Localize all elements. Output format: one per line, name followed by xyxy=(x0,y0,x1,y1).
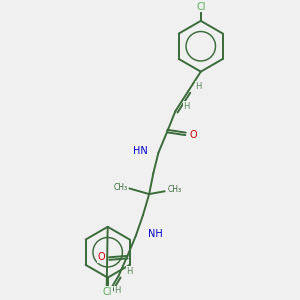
Text: Cl: Cl xyxy=(103,287,112,297)
Text: H: H xyxy=(196,82,202,91)
Text: CH₃: CH₃ xyxy=(113,182,128,191)
Text: NH: NH xyxy=(148,229,163,239)
Text: H: H xyxy=(183,102,189,111)
Text: O: O xyxy=(189,130,197,140)
Text: HN: HN xyxy=(133,146,148,156)
Text: Cl: Cl xyxy=(196,2,206,12)
Text: H: H xyxy=(126,267,132,276)
Text: H: H xyxy=(114,286,121,296)
Text: CH₃: CH₃ xyxy=(167,185,182,194)
Text: O: O xyxy=(98,252,105,262)
